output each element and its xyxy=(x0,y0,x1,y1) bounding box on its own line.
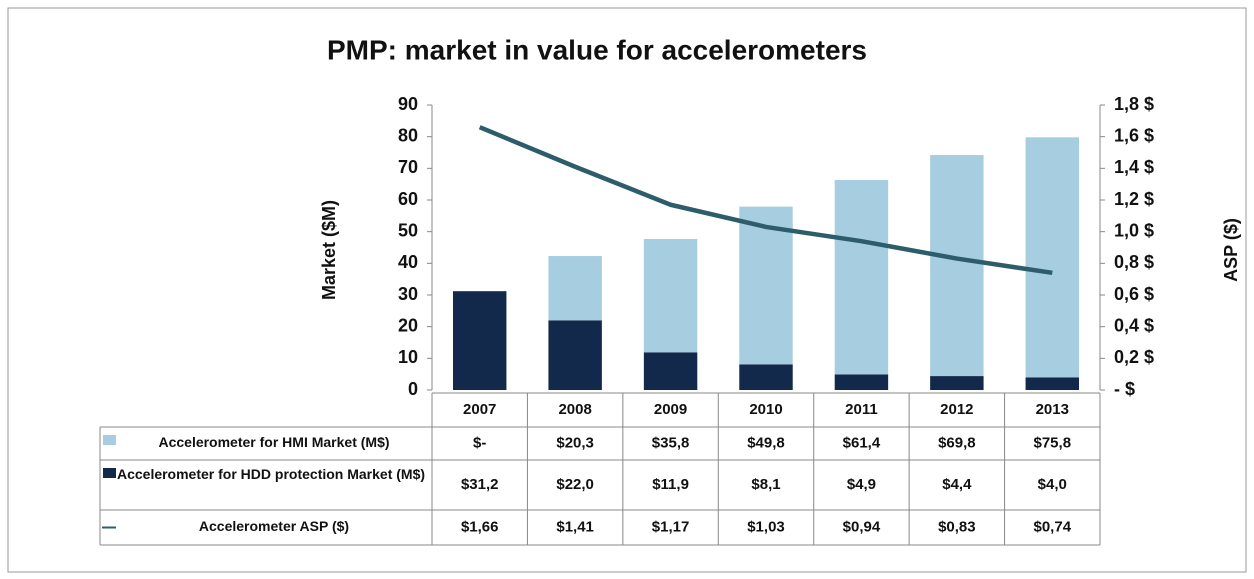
y-tick-label: 70 xyxy=(398,157,418,177)
data-label: $69,8 xyxy=(938,434,976,451)
y2-tick-label: 0,6 $ xyxy=(1114,284,1154,304)
data-label: $11,9 xyxy=(652,476,689,493)
data-label: $31,2 xyxy=(461,476,499,493)
bar xyxy=(739,206,793,365)
chart-title: PMP: market in value for accelerometers xyxy=(327,34,867,65)
bar xyxy=(834,180,889,375)
y-tick-label: 10 xyxy=(398,347,418,367)
data-label: $49,8 xyxy=(747,434,785,451)
legend-entry-box: Accelerometer for HDD protection Market … xyxy=(116,466,426,482)
data-label: $1,41 xyxy=(556,518,594,535)
x-tick-label: 2007 xyxy=(463,401,496,418)
y2-tick-label: 0,8 $ xyxy=(1114,252,1154,272)
bar xyxy=(452,291,507,390)
legend-entry: Accelerometer for HMI Market (M$) xyxy=(158,434,389,450)
x-tick-label: 2008 xyxy=(558,401,591,418)
y2-tick-label: 1,2 $ xyxy=(1114,189,1154,209)
y-tick-label: 90 xyxy=(398,94,418,114)
y2-tick-label: 0,2 $ xyxy=(1114,347,1154,367)
y-tick-label: 40 xyxy=(398,252,418,272)
x-tick-label: 2013 xyxy=(1036,401,1069,418)
bar xyxy=(1025,137,1080,378)
data-label: $75,8 xyxy=(1034,434,1072,451)
bar xyxy=(930,376,984,390)
y2-tick-label: 0,4 $ xyxy=(1114,315,1154,335)
y-tick-label: 50 xyxy=(398,220,418,240)
y-tick-label: 80 xyxy=(398,125,418,145)
y2-tick-label: - $ xyxy=(1114,379,1135,399)
bar xyxy=(739,364,793,390)
y-tick-label: 20 xyxy=(398,315,418,335)
x-tick-label: 2010 xyxy=(749,401,782,418)
x-tick-label: 2011 xyxy=(845,401,878,418)
data-label: $0,94 xyxy=(843,518,881,535)
y-axis-title: Market ($M) xyxy=(319,200,339,300)
bar xyxy=(1025,377,1080,390)
y-tick-label: 0 xyxy=(408,379,418,399)
y2-tick-label: 1,8 $ xyxy=(1114,94,1154,114)
bar xyxy=(548,320,602,390)
data-label: $22,0 xyxy=(556,476,594,493)
legend-entry: Accelerometer for HDD protection Market … xyxy=(116,466,426,482)
legend-key xyxy=(103,468,116,478)
data-label: $0,83 xyxy=(938,518,976,535)
data-label: $61,4 xyxy=(843,434,881,451)
data-label: $1,66 xyxy=(461,518,499,535)
data-label: $- xyxy=(473,434,486,451)
data-label: $35,8 xyxy=(652,434,690,451)
data-label: $8,1 xyxy=(751,476,780,493)
data-label: $0,74 xyxy=(1034,518,1072,535)
bar xyxy=(548,256,602,321)
bar xyxy=(930,155,984,377)
data-label: $1,03 xyxy=(747,518,785,535)
legend-entry: Accelerometer ASP ($) xyxy=(199,518,349,534)
bar xyxy=(834,374,889,390)
y2-axis-title: ASP ($) xyxy=(1221,218,1241,282)
data-label: $4,0 xyxy=(1038,476,1067,493)
y-tick-label: 60 xyxy=(398,189,418,209)
y2-tick-label: 1,0 $ xyxy=(1114,220,1154,240)
y2-tick-label: 1,6 $ xyxy=(1114,125,1154,145)
data-label: $20,3 xyxy=(556,434,594,451)
bar xyxy=(643,352,698,390)
y-tick-label: 30 xyxy=(398,284,418,304)
bar xyxy=(643,238,698,353)
y2-tick-label: 1,4 $ xyxy=(1114,157,1154,177)
x-tick-label: 2012 xyxy=(940,401,973,418)
data-label: $4,9 xyxy=(847,476,876,493)
legend-key xyxy=(103,435,116,445)
line xyxy=(478,125,1053,276)
data-label: $1,17 xyxy=(652,518,690,535)
x-tick-label: 2009 xyxy=(654,401,687,418)
data-label: $4,4 xyxy=(942,476,972,493)
